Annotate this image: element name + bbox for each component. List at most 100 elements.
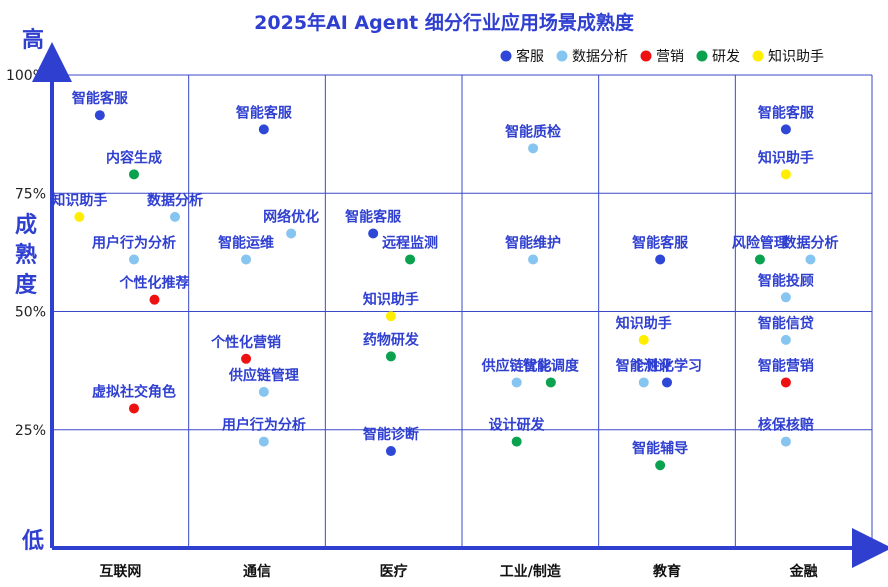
data-point-label: 智能调度 [522,357,580,374]
data-point-label: 智能客服 [235,104,293,121]
data-point-label: 智能客服 [757,104,815,121]
data-point [655,460,666,471]
data-point [286,228,297,239]
data-point-label: 虚拟社交角色 [92,383,176,400]
y-axis-label-char: 熟 [15,242,37,268]
category-label: 通信 [243,563,271,580]
legend-marker [500,50,512,62]
data-point-label: 智能投顾 [757,272,814,289]
legend-marker [640,50,652,62]
data-point-label: 数据分析 [783,234,839,251]
grid [52,74,873,548]
data-point-label: 药物研发 [363,331,420,348]
data-point [780,436,791,447]
data-point [528,143,539,154]
data-point [780,124,791,135]
data-point-label: 个性化学习 [631,357,702,374]
data-point [662,377,672,388]
data-point [74,211,85,222]
data-point [129,403,139,414]
data-point-label: 供应链优化 [481,357,552,374]
legend-marker [556,50,568,62]
data-point-label: 智能客服 [344,208,402,225]
data-point-label: 知识助手 [616,315,672,332]
data-point [638,334,649,345]
category-label: 医疗 [380,563,408,580]
data-point [405,254,416,265]
data-point-label: 智能测评 [615,357,672,374]
data-point [655,254,666,265]
data-point [511,377,522,388]
y-tick-label: 100% [6,68,46,84]
legend-entry: 客服 [516,48,544,65]
data-point [805,254,816,265]
data-point [780,169,791,180]
y-axis-bottom-label: 低 [21,529,44,554]
y-axis-label: 成熟度 [15,213,38,298]
data-point-label: 用户行为分析 [222,417,306,434]
legend-marker [752,50,764,62]
y-tick-label: 25% [15,423,46,439]
legend-entry: 数据分析 [572,49,628,65]
data-point [545,377,556,388]
data-point [780,334,791,345]
chart-title: 2025年AI Agent 细分行业应用场景成熟度 [254,11,635,34]
data-point-label: 数据分析 [147,192,203,209]
data-point-label: 智能诊断 [362,426,419,443]
data-point-label: 用户行为分析 [92,234,176,251]
data-point-label: 内容生成 [106,149,162,166]
data-point-label: 智能辅导 [631,440,688,457]
data-point-label: 网络优化 [263,208,319,225]
data-point [368,228,379,239]
legend-entry: 研发 [712,49,740,65]
data-point-label: 智能质检 [504,123,561,140]
data-point [780,377,791,388]
category-label: 金融 [789,563,818,580]
data-point [241,254,252,265]
data-point-label: 个性化营销 [210,334,281,351]
data-point [129,169,139,180]
legend-entry: 知识助手 [768,48,824,65]
data-point [94,110,105,121]
data-point [385,311,396,322]
data-point-label: 风险管理 [732,234,788,251]
category-label: 工业/制造 [500,563,561,580]
data-point-label: 智能维护 [504,234,561,251]
data-point [258,124,269,135]
data-point-label: 核保核赔 [758,417,814,434]
data-point-label: 知识助手 [758,149,814,166]
category-label: 互联网 [99,564,141,580]
data-point-label: 设计研发 [489,417,546,434]
data-point [170,211,180,222]
legend-marker [696,50,708,62]
category-label: 教育 [653,563,681,580]
y-axis-top-label: 高 [22,27,44,53]
data-point-label: 智能客服 [71,90,129,107]
data-point [241,353,252,364]
y-axis-label-char: 成 [15,213,37,238]
data-point [385,446,396,457]
data-point [258,436,269,447]
data-point [149,294,160,305]
y-tick-label: 50% [15,305,46,321]
data-point [129,254,139,265]
data-point [258,386,269,397]
data-point-label: 智能营销 [757,357,814,374]
y-axis-label-char: 度 [15,272,38,298]
data-point-label: 个性化推荐 [119,275,190,292]
data-point [780,292,791,303]
data-point-label: 远程监测 [382,234,438,251]
data-point-label: 智能信贷 [757,315,814,332]
legend: 客服 数据分析 营销 研发 知识助手 [500,48,824,65]
data-point [511,436,522,447]
legend-entry: 营销 [656,49,684,65]
category-labels: 互联网 通信 医疗 工业/制造 教育 金融 [99,563,817,580]
data-point [528,254,539,265]
data-point-label: 智能客服 [631,234,689,251]
data-point-label: 智能运维 [217,234,274,251]
y-tick-label: 75% [15,186,46,202]
data-point-label: 知识助手 [363,291,419,308]
data-point-label: 供应链管理 [228,367,299,384]
data-point [754,254,765,265]
